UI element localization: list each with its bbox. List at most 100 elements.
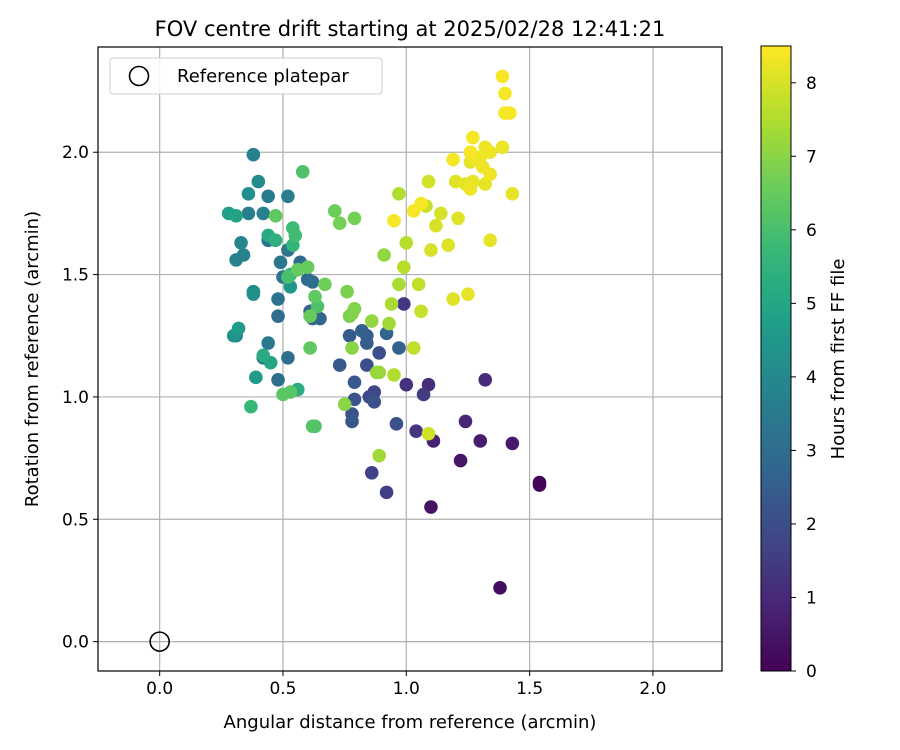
legend-box [109,57,383,95]
x-tick-label: 2.0 [639,679,666,699]
data-point [424,500,438,514]
data-point [355,324,369,338]
data-point [345,341,359,355]
data-point [453,453,468,468]
data-point [409,424,423,438]
y-tick-label: 0.0 [62,633,89,653]
colorbar-gradient [760,45,792,672]
data-point [463,145,478,160]
data-point [308,289,322,304]
x-tick-label: 0.0 [146,679,173,699]
data-point [271,309,285,323]
data-point [473,434,488,448]
data-point [261,336,275,350]
reference-point [149,631,170,652]
data-point [241,187,256,201]
colorbar-tick-label: 7 [806,147,817,167]
data-point [384,297,399,311]
data-point [379,485,394,500]
data-point [295,165,310,179]
colorbar-tick-label: 1 [806,588,817,608]
x-axis-ticks: 0.0 0.5 1.0 1.5 2.0 [146,671,666,699]
data-point [424,243,438,257]
data-point [332,216,347,230]
data-point [434,206,448,221]
data-point [271,292,285,306]
data-point [360,336,374,350]
colorbar-label: Hours from first FF file [828,259,849,460]
data-point [332,358,347,372]
data-point [281,270,295,284]
x-tick-label: 0.5 [269,679,296,699]
data-point [421,426,436,441]
data-point [446,152,460,167]
data-point [372,365,386,380]
plot-area [97,46,723,672]
data-point [364,314,379,328]
data-point [451,211,465,226]
data-point [463,182,478,196]
data-point [241,206,256,221]
data-point [360,358,374,372]
data-point [249,370,263,385]
data-point [345,306,359,321]
data-point [411,277,426,292]
data-point [303,309,317,323]
data-point [397,260,411,275]
data-point [372,448,386,463]
reference-marker [149,631,170,652]
data-point [399,377,414,392]
data-point [318,277,332,292]
y-axis-label: Rotation from reference (arcmin) [22,211,43,507]
data-point [340,284,354,299]
colorbar-tick-label: 0 [806,662,817,682]
plot-background [98,47,722,671]
colorbar-tick-label: 2 [806,515,817,535]
legend-label-reference: Reference platepar [177,66,349,87]
colorbar-tick-label: 4 [806,368,817,388]
data-point [392,277,406,292]
data-point [281,350,295,365]
data-point [478,373,493,387]
data-point [495,140,510,155]
y-axis-ticks: 0.0 0.5 1.0 1.5 2.0 [62,143,98,653]
data-point [281,189,295,204]
data-point [337,397,352,412]
chart-title: FOV centre drift starting at 2025/02/28 … [155,17,666,41]
data-point [387,368,401,382]
data-point [271,373,285,387]
data-point [389,417,404,431]
data-point [503,106,517,120]
data-point [305,275,320,289]
data-point [234,235,248,250]
data-point [421,174,436,189]
colorbar-ticks: 0 1 2 3 4 5 6 7 8 [791,74,817,682]
data-point [372,346,386,360]
data-point [458,414,473,429]
data-point [229,209,243,223]
data-point [392,187,406,201]
data-point [461,287,475,301]
data-point [532,478,547,492]
data-point [345,414,359,429]
data-point [498,86,512,101]
data-point [246,147,261,162]
plot-frame [97,46,723,672]
y-tick-label: 1.5 [62,266,89,286]
data-point [229,253,243,267]
y-tick-label: 2.0 [62,143,89,163]
data-point [382,316,396,331]
colorbar-tick-label: 8 [806,74,817,94]
data-point [256,206,271,221]
colorbar-tick-label: 3 [806,441,817,461]
data-point [505,187,520,201]
data-point [276,387,290,402]
colorbar: 0 1 2 3 4 5 6 7 8 Hours from first FF file [760,45,849,682]
legend: Reference platepar [109,57,383,95]
data-point [251,174,266,189]
data-point [367,395,382,409]
data-point [303,341,317,355]
data-point [392,341,406,355]
data-point [414,196,428,211]
